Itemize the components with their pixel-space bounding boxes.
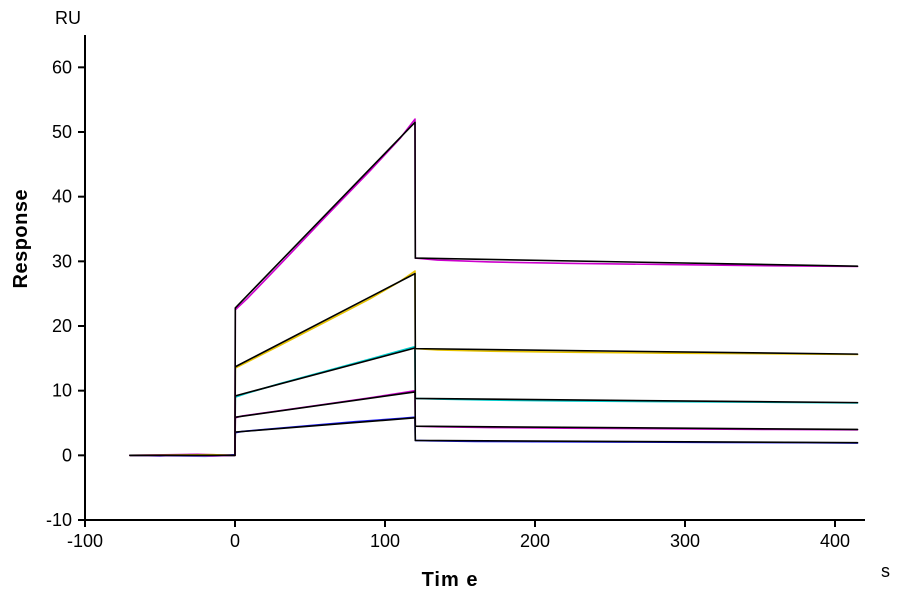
svg-text:10: 10 bbox=[52, 381, 72, 401]
svg-text:40: 40 bbox=[52, 187, 72, 207]
svg-text:0: 0 bbox=[230, 531, 240, 551]
svg-text:200: 200 bbox=[520, 531, 550, 551]
svg-text:0: 0 bbox=[62, 445, 72, 465]
plot-svg: -1000100200300400-100102030405060 bbox=[0, 0, 900, 600]
svg-text:60: 60 bbox=[52, 57, 72, 77]
svg-text:100: 100 bbox=[370, 531, 400, 551]
sensorgram-chart: RU s Response Tim e -1000100200300400-10… bbox=[0, 0, 900, 600]
trace-1-fit bbox=[130, 418, 858, 456]
svg-text:400: 400 bbox=[820, 531, 850, 551]
svg-text:20: 20 bbox=[52, 316, 72, 336]
trace-5-data bbox=[130, 119, 858, 456]
svg-text:-10: -10 bbox=[46, 510, 72, 530]
trace-1-data bbox=[130, 417, 858, 456]
svg-text:-100: -100 bbox=[67, 531, 103, 551]
trace-5-fit bbox=[130, 122, 858, 455]
svg-text:300: 300 bbox=[670, 531, 700, 551]
svg-text:30: 30 bbox=[52, 251, 72, 271]
svg-text:50: 50 bbox=[52, 122, 72, 142]
